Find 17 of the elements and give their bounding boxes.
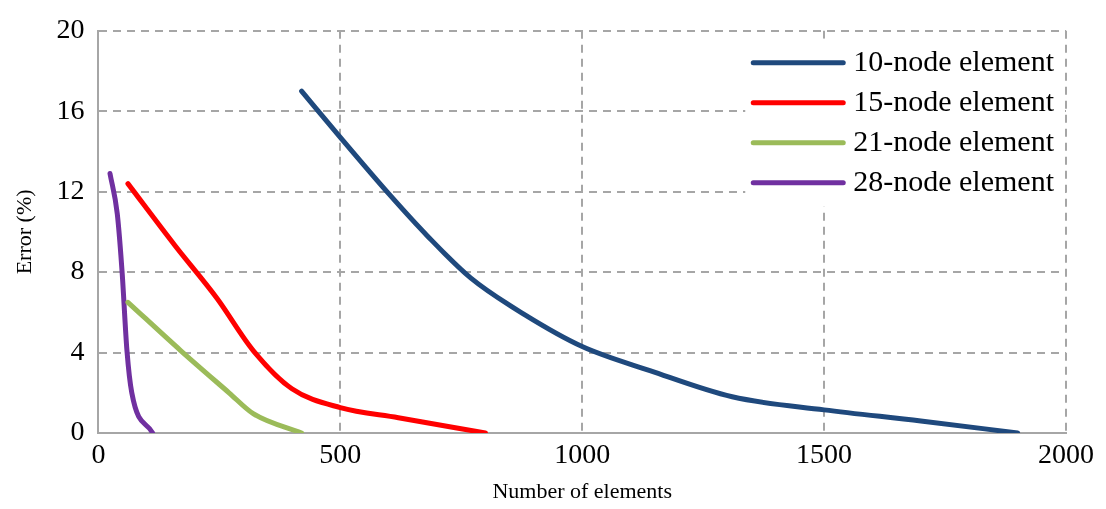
x-tick-label: 0	[91, 438, 106, 470]
y-tick-label: 4	[70, 334, 85, 366]
y-tick-label: 8	[70, 254, 85, 286]
x-tick-label: 1000	[554, 438, 611, 470]
x-axis-title: Number of elements	[492, 477, 672, 503]
y-tick-label: 12	[56, 174, 85, 206]
y-axis-title: Error (%)	[10, 189, 36, 275]
y-tick-label: 0	[70, 415, 85, 447]
legend-label: 28-node element	[853, 163, 1055, 197]
x-tick-label: 1500	[796, 438, 853, 470]
y-tick-label: 20	[56, 13, 85, 45]
legend-label: 15-node element	[853, 83, 1055, 117]
x-tick-label: 2000	[1038, 438, 1094, 470]
legend-label: 10-node element	[853, 43, 1055, 77]
x-tick-label: 500	[319, 438, 362, 470]
legend-label: 21-node element	[853, 123, 1055, 157]
y-tick-label: 16	[56, 93, 85, 125]
